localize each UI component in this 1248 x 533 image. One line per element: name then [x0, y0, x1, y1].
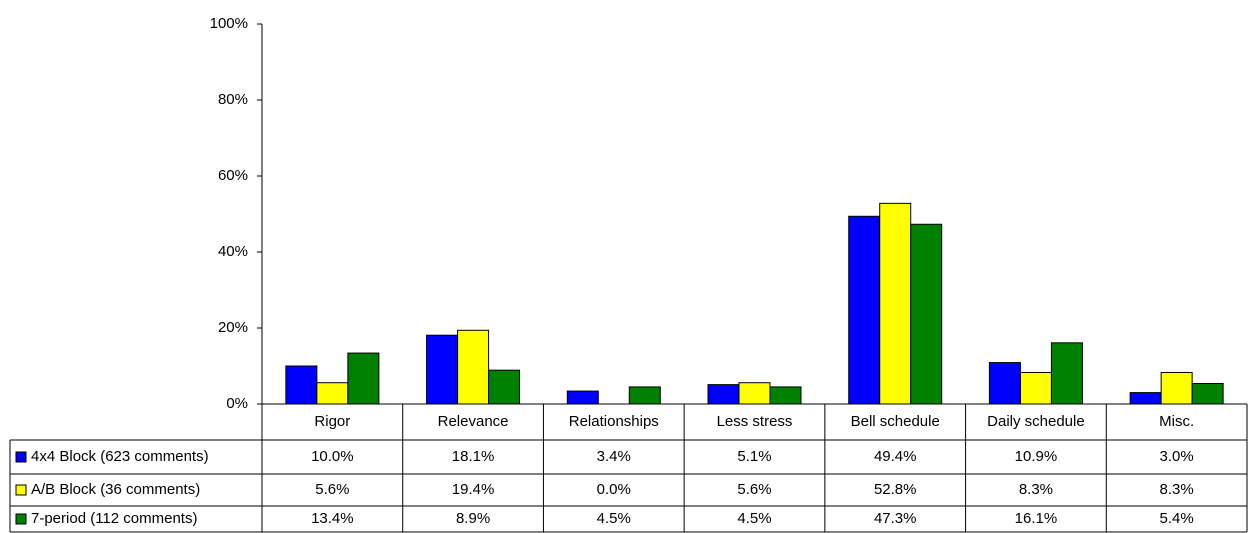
bar	[488, 369, 521, 405]
data-label: 5.1%	[737, 448, 771, 465]
bar	[628, 386, 661, 405]
legend-label: 7-period (112 comments)	[31, 510, 197, 527]
data-label: 5.6%	[315, 481, 349, 498]
data-label: 10.0%	[311, 448, 354, 465]
bar	[457, 329, 490, 405]
x-tick-label: Misc.	[1159, 413, 1194, 430]
bar	[1019, 371, 1052, 405]
data-label: 5.6%	[737, 481, 771, 498]
legend-swatch	[15, 451, 27, 463]
legend-label: 4x4 Block (623 comments)	[31, 448, 209, 465]
bar	[347, 352, 380, 405]
y-tick-label: 0%	[226, 395, 248, 412]
y-tick-label: 80%	[218, 91, 248, 108]
y-tick-label: 40%	[218, 243, 248, 260]
data-label: 10.9%	[1015, 448, 1058, 465]
bar	[1191, 382, 1224, 405]
x-tick-label: Relevance	[438, 413, 509, 430]
bar	[769, 386, 802, 405]
bar	[566, 390, 599, 405]
x-tick-label: Bell schedule	[851, 413, 940, 430]
data-label: 8.3%	[1160, 481, 1194, 498]
bar	[316, 382, 349, 405]
data-label: 5.4%	[1160, 510, 1194, 527]
legend-label: A/B Block (36 comments)	[31, 481, 200, 498]
y-tick-label: 60%	[218, 167, 248, 184]
bar	[848, 215, 881, 405]
x-tick-label: Less stress	[717, 413, 793, 430]
x-tick-label: Daily schedule	[987, 413, 1085, 430]
bar	[988, 362, 1021, 405]
data-label: 18.1%	[452, 448, 495, 465]
bar	[910, 223, 943, 405]
data-label: 0.0%	[597, 481, 631, 498]
y-tick-label: 100%	[210, 15, 248, 32]
y-tick-label: 20%	[218, 319, 248, 336]
data-label: 8.9%	[456, 510, 490, 527]
data-label: 4.5%	[737, 510, 771, 527]
data-label: 19.4%	[452, 481, 495, 498]
legend-swatch	[15, 513, 27, 525]
data-label: 13.4%	[311, 510, 354, 527]
data-label: 3.0%	[1160, 448, 1194, 465]
bar	[1160, 371, 1193, 405]
bar	[707, 384, 740, 405]
x-tick-label: Rigor	[314, 413, 350, 430]
bar	[738, 382, 771, 405]
data-label: 16.1%	[1015, 510, 1058, 527]
bar	[426, 334, 459, 405]
data-label: 4.5%	[597, 510, 631, 527]
bar	[879, 202, 912, 405]
data-label: 52.8%	[874, 481, 917, 498]
bar	[1129, 392, 1162, 405]
legend-swatch	[15, 484, 27, 496]
data-label: 8.3%	[1019, 481, 1053, 498]
data-label: 47.3%	[874, 510, 917, 527]
data-label: 3.4%	[597, 448, 631, 465]
bar	[285, 365, 318, 405]
bar	[1050, 342, 1083, 405]
data-label: 49.4%	[874, 448, 917, 465]
x-tick-label: Relationships	[569, 413, 659, 430]
